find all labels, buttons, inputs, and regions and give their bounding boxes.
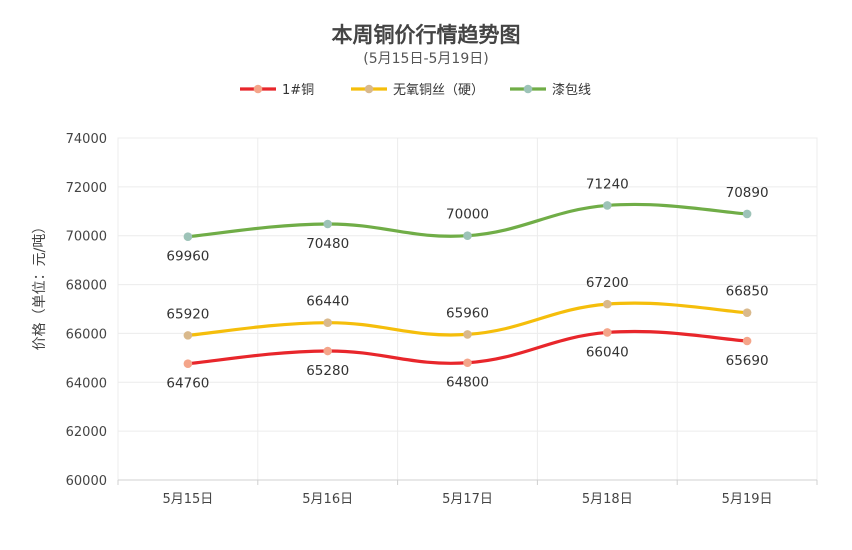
- data-label: 66850: [726, 284, 769, 300]
- data-point: [323, 346, 333, 356]
- legend-item[interactable]: 1#铜: [240, 83, 314, 98]
- data-point: [742, 336, 752, 346]
- chart-subtitle: (5月15日-5月19日): [363, 51, 488, 67]
- legend-marker: [253, 84, 263, 94]
- legend-label: 1#铜: [282, 83, 314, 98]
- x-tick-label: 5月16日: [302, 492, 353, 507]
- legend-item[interactable]: 无氧铜丝（硬）: [351, 83, 484, 98]
- data-point: [463, 358, 472, 368]
- x-tick-label: 5月18日: [582, 492, 633, 507]
- data-label: 65280: [306, 363, 349, 379]
- data-label: 64760: [166, 376, 209, 392]
- data-label: 66440: [306, 294, 349, 310]
- legend-label: 无氧铜丝（硬）: [393, 83, 484, 98]
- legend: 1#铜 无氧铜丝（硬） 漆包线: [240, 82, 591, 98]
- data-point: [463, 330, 472, 339]
- data-label: 65690: [726, 353, 769, 369]
- data-point: [603, 299, 612, 309]
- chart-title: 本周铜价行情趋势图: [332, 23, 521, 47]
- data-point: [183, 331, 193, 340]
- data-point: [603, 201, 612, 210]
- x-tick-label: 5月15日: [162, 492, 213, 507]
- data-label: 69960: [166, 249, 209, 265]
- data-label: 70000: [446, 207, 489, 223]
- legend-item[interactable]: 漆包线: [510, 82, 591, 98]
- y-axis-label: 价格（单位：元/吨）: [32, 220, 48, 351]
- y-axis: 60000 62000 64000 66000 68000 70000 72000 74000: [66, 132, 107, 489]
- y-tick-label: 66000: [66, 327, 107, 342]
- data-label: 71240: [586, 176, 629, 192]
- data-label: 64800: [446, 375, 489, 391]
- legend-label: 漆包线: [552, 82, 591, 98]
- data-point: [183, 232, 193, 241]
- data-point: [742, 308, 752, 317]
- x-axis: 5月15日 5月16日 5月17日 5月18日 5月19日: [117, 479, 818, 507]
- x-tick-label: 5月19日: [722, 492, 773, 507]
- data-labels: 64760 65280 64800 66040 65690 65920 66440 65960…: [166, 176, 768, 391]
- y-tick-label: 70000: [66, 230, 107, 245]
- data-point: [323, 318, 333, 327]
- data-point: [183, 359, 193, 369]
- data-label: 70480: [306, 236, 349, 252]
- legend-marker: [523, 84, 533, 94]
- y-tick-label: 74000: [66, 132, 107, 147]
- y-tick-label: 62000: [66, 425, 107, 440]
- data-label: 67200: [586, 275, 629, 291]
- legend-marker: [364, 84, 374, 94]
- data-label: 65920: [166, 306, 209, 322]
- data-point: [742, 209, 752, 219]
- data-point: [323, 219, 333, 229]
- y-tick-label: 64000: [66, 376, 107, 391]
- series-group: [183, 201, 752, 369]
- x-tick-label: 5月17日: [442, 492, 493, 507]
- data-label: 66040: [586, 344, 629, 360]
- data-point: [603, 328, 612, 337]
- data-label: 70890: [726, 185, 769, 201]
- y-tick-label: 72000: [66, 181, 107, 196]
- data-label: 65960: [446, 305, 489, 321]
- y-tick-label: 68000: [66, 279, 107, 294]
- y-tick-label: 60000: [66, 474, 107, 489]
- data-point: [463, 231, 472, 241]
